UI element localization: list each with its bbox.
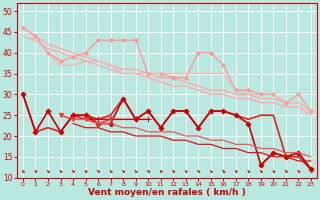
X-axis label: Vent moyen/en rafales ( km/h ): Vent moyen/en rafales ( km/h ) — [88, 188, 246, 197]
